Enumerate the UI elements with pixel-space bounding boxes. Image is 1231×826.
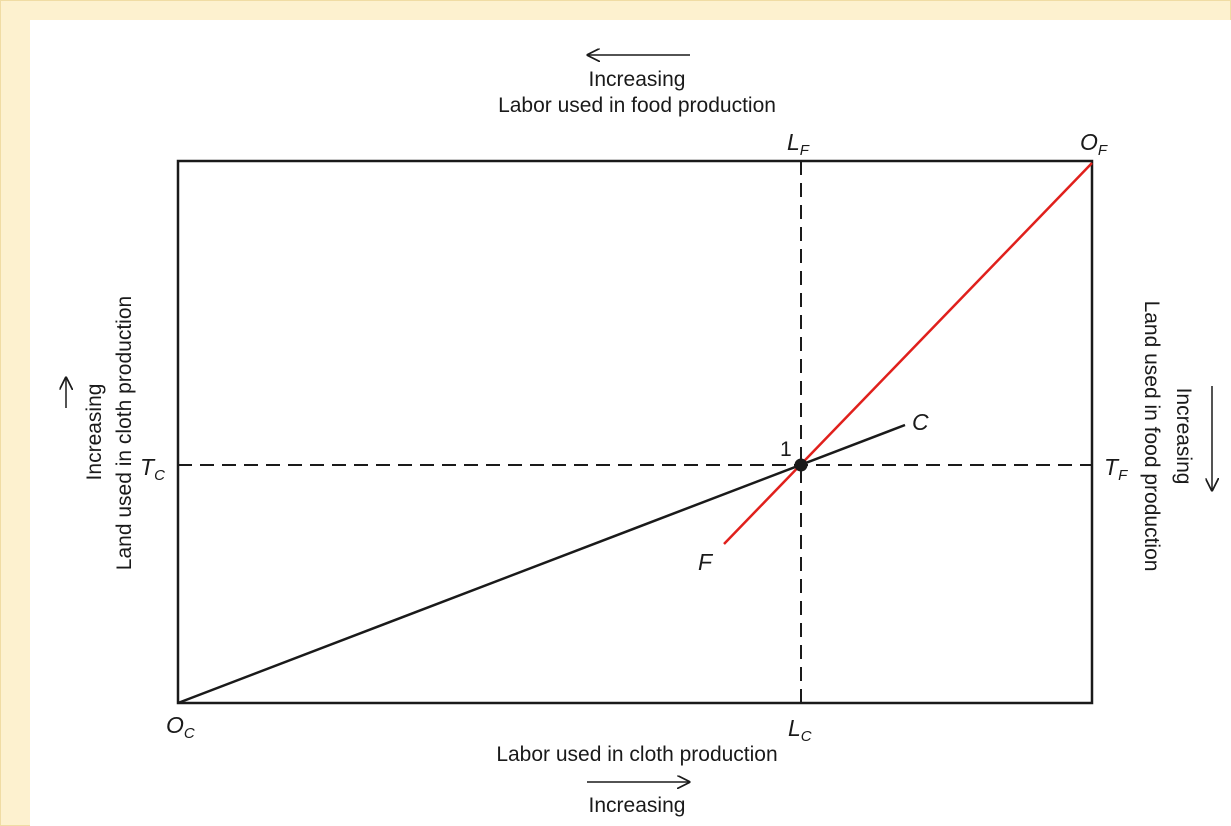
point-label: LF <box>787 129 810 159</box>
point-label: LC <box>788 715 812 745</box>
axis-label: Labor used in cloth production <box>496 743 777 766</box>
letter: T <box>140 454 156 480</box>
subscript: C <box>184 725 195 742</box>
point-label: TC <box>140 454 165 484</box>
cloth-ray <box>177 423 906 705</box>
arrow-label: Increasing <box>83 384 106 481</box>
arrow-label: Increasing <box>589 68 686 91</box>
axis-label: Land used in cloth production <box>113 296 136 570</box>
equilibrium-label: 1 <box>780 438 792 461</box>
letter: L <box>788 715 801 741</box>
letter: O <box>1080 129 1098 155</box>
curve-label: F <box>698 549 714 575</box>
edgeworth-box <box>176 159 1094 705</box>
food-ray <box>723 162 1093 545</box>
letter: O <box>166 712 184 738</box>
curve-label: C <box>912 409 929 435</box>
subscript: F <box>1098 142 1108 159</box>
axis-label: Land used in food production <box>1140 301 1163 572</box>
point-label: TF <box>1104 454 1128 484</box>
letter: T <box>1104 454 1120 480</box>
equilibrium-point <box>794 458 808 472</box>
point-label: OF <box>1080 129 1108 159</box>
panel <box>30 20 1231 826</box>
subscript: C <box>801 728 812 745</box>
letter: L <box>787 129 800 155</box>
subscript: C <box>154 467 165 484</box>
point-label: OC <box>166 712 195 742</box>
subscript: F <box>1118 467 1128 484</box>
arrow-label: Increasing <box>589 794 686 817</box>
axis-label: Labor used in food production <box>498 94 776 117</box>
arrow-label: Increasing <box>1172 388 1195 485</box>
subscript: F <box>800 142 810 159</box>
